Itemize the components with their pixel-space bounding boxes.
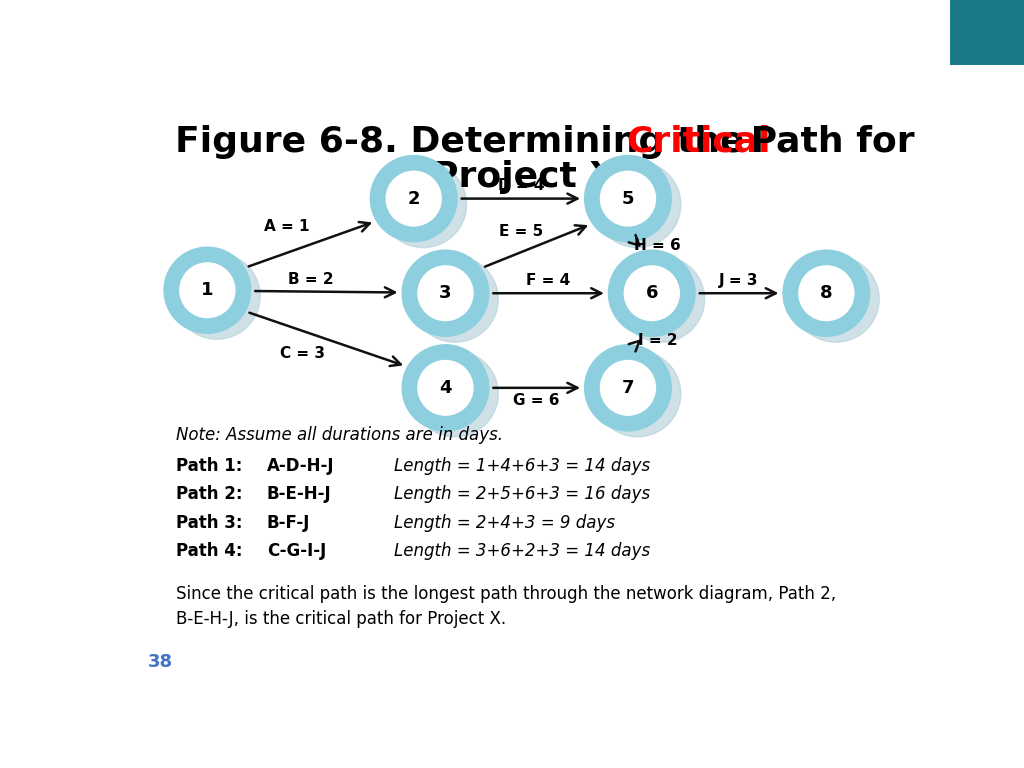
Text: Path 3:: Path 3:: [176, 514, 242, 531]
Text: Path for: Path for: [738, 124, 914, 159]
Text: 3: 3: [878, 93, 908, 136]
Text: F = 4: F = 4: [526, 273, 570, 288]
Text: 38: 38: [147, 653, 173, 670]
Ellipse shape: [412, 256, 499, 343]
Text: Length = 2+5+6+3 = 16 days: Length = 2+5+6+3 = 16 days: [394, 485, 650, 503]
Ellipse shape: [380, 161, 467, 247]
Ellipse shape: [402, 250, 488, 336]
Ellipse shape: [594, 351, 681, 437]
Ellipse shape: [594, 161, 681, 247]
Text: Critical: Critical: [626, 124, 770, 159]
Text: C = 3: C = 3: [281, 346, 325, 361]
Text: Since the critical path is the longest path through the network diagram, Path 2,: Since the critical path is the longest p…: [176, 585, 836, 628]
Text: 3: 3: [439, 284, 452, 303]
Text: 4: 4: [439, 379, 452, 397]
Text: 6: 6: [645, 284, 658, 303]
Ellipse shape: [617, 256, 705, 343]
Text: C-G-I-J: C-G-I-J: [267, 542, 326, 560]
Ellipse shape: [386, 171, 441, 226]
Ellipse shape: [173, 253, 260, 339]
Text: A = 1: A = 1: [264, 219, 309, 234]
Text: D = 4: D = 4: [498, 178, 544, 193]
Text: Length = 3+6+2+3 = 14 days: Length = 3+6+2+3 = 14 days: [394, 542, 650, 560]
Text: 8: 8: [820, 284, 833, 303]
Ellipse shape: [164, 247, 251, 333]
Text: B = 2: B = 2: [288, 273, 334, 287]
Text: 5: 5: [622, 190, 634, 207]
Text: B-E-H-J: B-E-H-J: [267, 485, 332, 503]
Text: Length = 2+4+3 = 9 days: Length = 2+4+3 = 9 days: [394, 514, 614, 531]
Ellipse shape: [412, 351, 499, 437]
Ellipse shape: [793, 256, 880, 343]
Text: Path 2:: Path 2:: [176, 485, 242, 503]
Text: 1: 1: [201, 281, 214, 300]
Ellipse shape: [783, 250, 869, 336]
Text: H = 6: H = 6: [634, 238, 681, 253]
Text: Note: Assume all durations are in days.: Note: Assume all durations are in days.: [176, 426, 503, 444]
Text: 2: 2: [408, 190, 420, 207]
Text: Path 4:: Path 4:: [176, 542, 242, 560]
Text: E = 5: E = 5: [499, 223, 543, 239]
Ellipse shape: [585, 156, 672, 242]
Ellipse shape: [600, 171, 655, 226]
Text: I = 2: I = 2: [638, 333, 677, 348]
Text: J = 3: J = 3: [719, 273, 759, 288]
Text: Path 1:: Path 1:: [176, 457, 242, 475]
Text: Figure 6-8. Determining the: Figure 6-8. Determining the: [175, 124, 757, 159]
Ellipse shape: [402, 345, 488, 431]
Ellipse shape: [799, 266, 854, 320]
Ellipse shape: [608, 250, 695, 336]
Ellipse shape: [418, 360, 473, 415]
Ellipse shape: [600, 360, 655, 415]
Ellipse shape: [625, 266, 679, 320]
Ellipse shape: [585, 345, 672, 431]
Ellipse shape: [180, 263, 234, 318]
Text: 7: 7: [622, 379, 634, 397]
Text: Project X: Project X: [432, 161, 617, 194]
Ellipse shape: [418, 266, 473, 320]
Ellipse shape: [371, 156, 457, 242]
Text: G = 6: G = 6: [513, 393, 560, 409]
Text: B-F-J: B-F-J: [267, 514, 310, 531]
Text: Length = 1+4+6+3 = 14 days: Length = 1+4+6+3 = 14 days: [394, 457, 650, 475]
Text: A-D-H-J: A-D-H-J: [267, 457, 335, 475]
